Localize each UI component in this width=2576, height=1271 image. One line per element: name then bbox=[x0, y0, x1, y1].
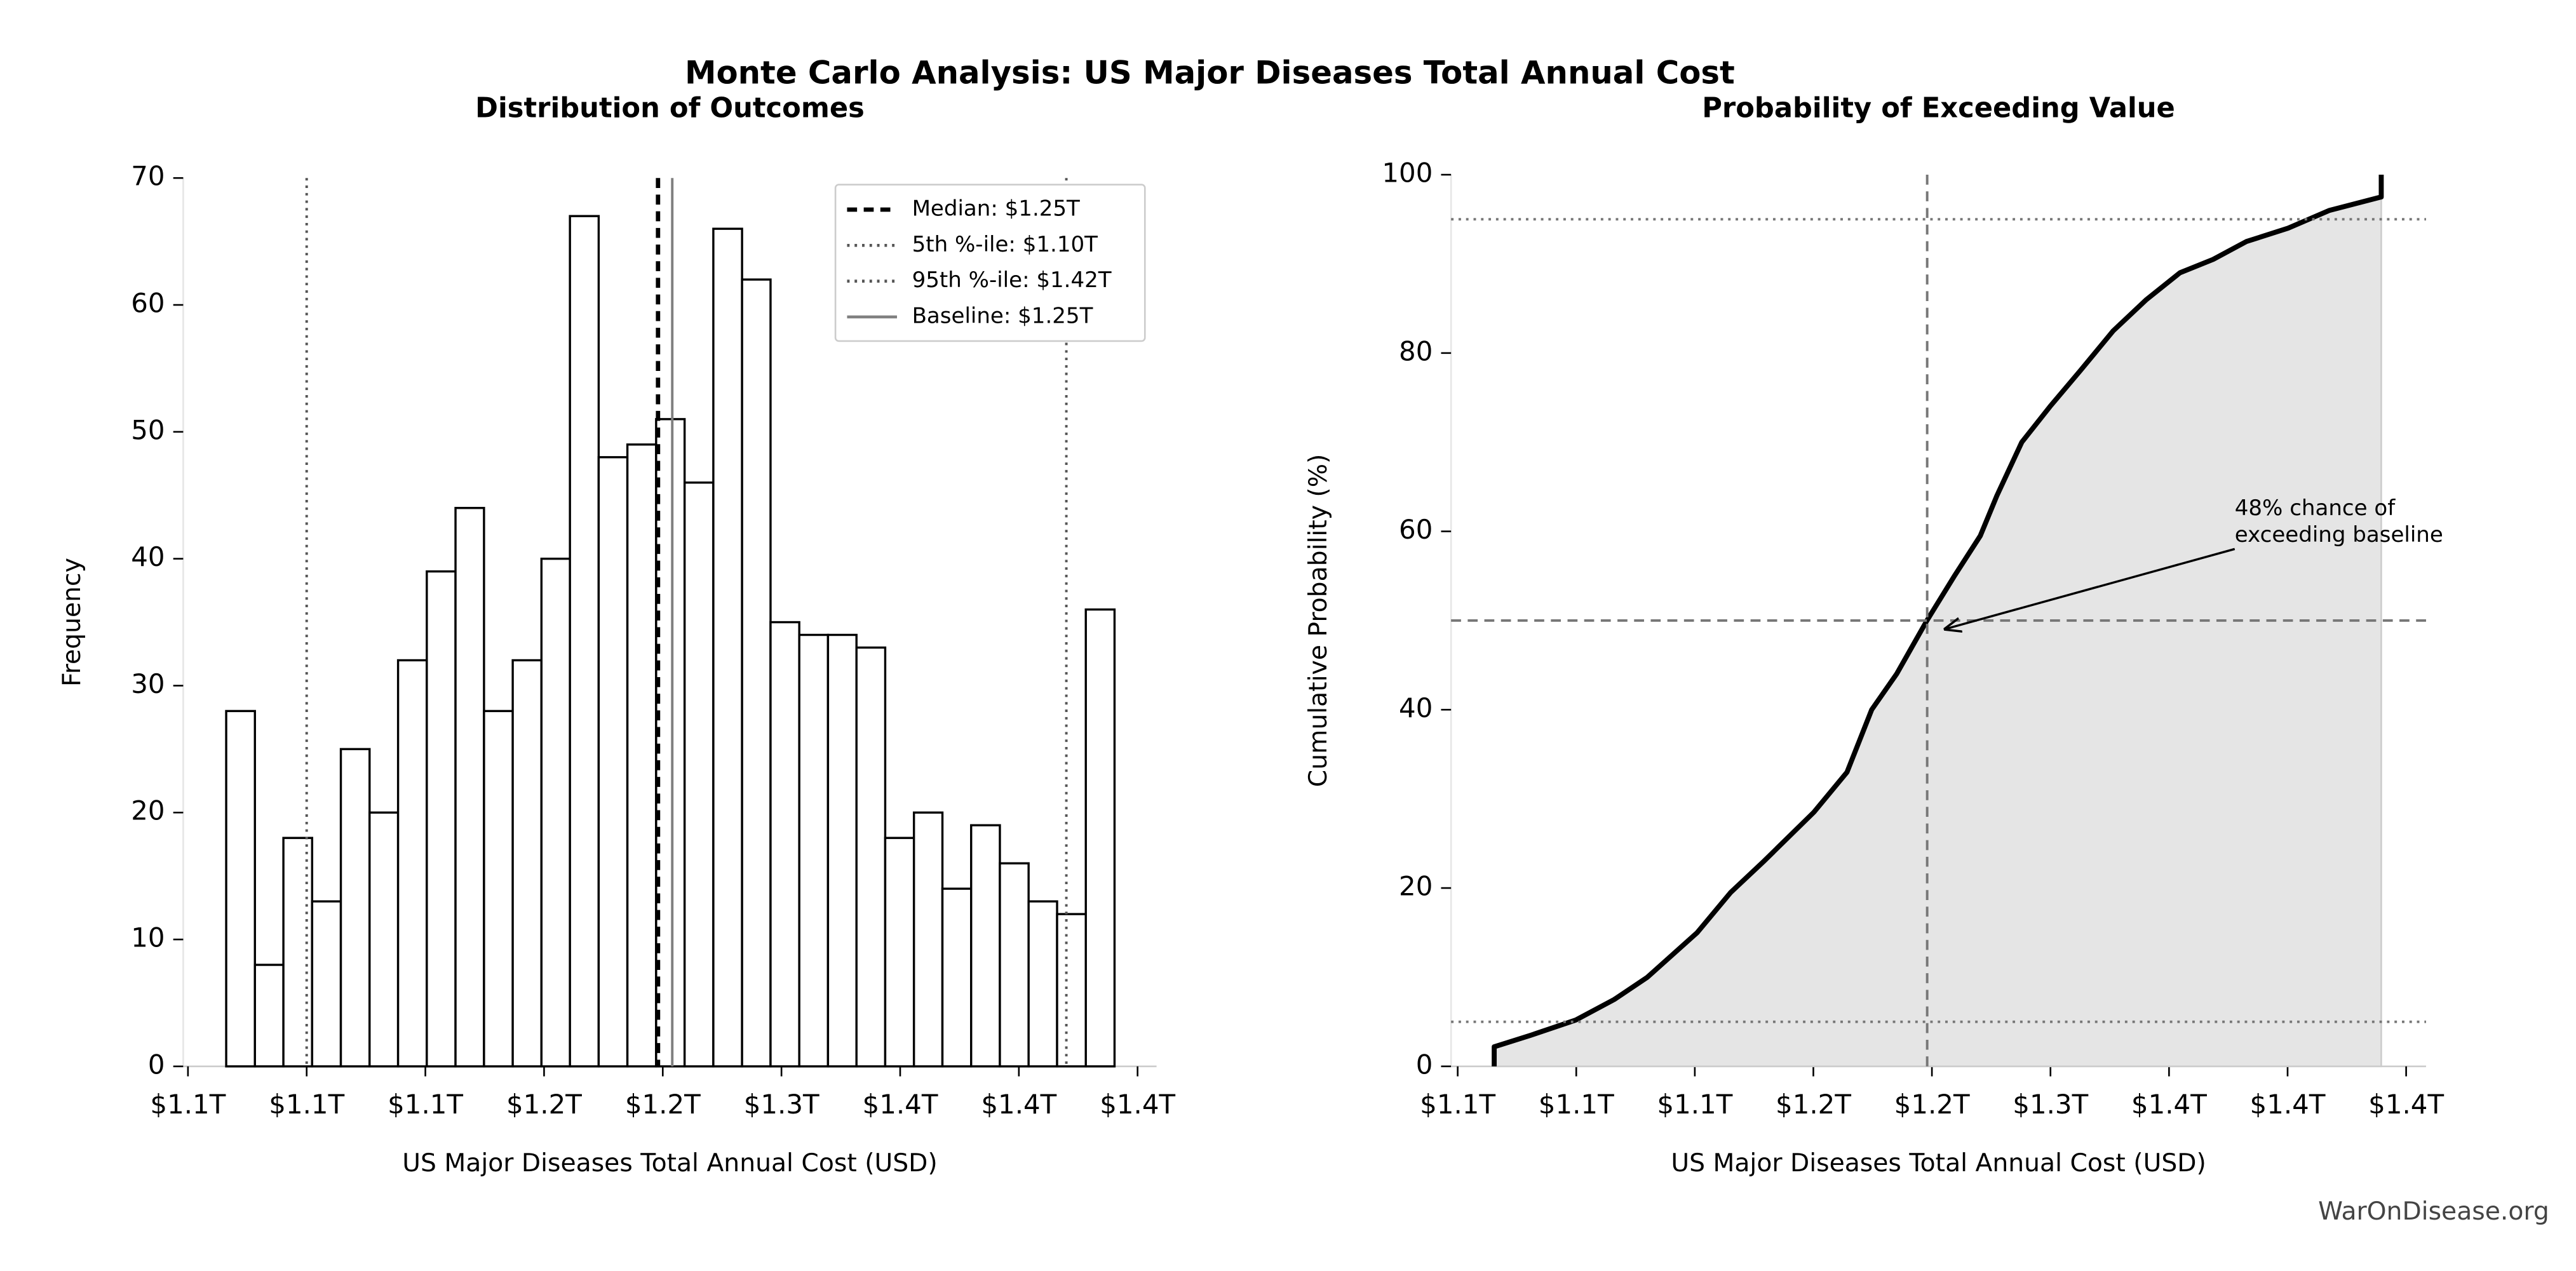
histogram-bar bbox=[683, 481, 715, 1068]
histogram-bar bbox=[225, 709, 256, 1068]
histogram-bar bbox=[1084, 608, 1116, 1068]
histogram-bar bbox=[798, 633, 830, 1068]
histogram-bar bbox=[826, 633, 858, 1068]
legend-box bbox=[834, 184, 1146, 342]
histogram-bar bbox=[396, 659, 428, 1068]
x-tick-label: $1.4T bbox=[2250, 1089, 2326, 1120]
y-tick-label: 0 bbox=[1416, 1049, 1433, 1080]
histogram-bar bbox=[884, 837, 915, 1068]
histogram-bar bbox=[426, 570, 457, 1068]
x-tick-label: $1.2T bbox=[1776, 1089, 1851, 1120]
watermark: WarOnDisease.org bbox=[2318, 1197, 2549, 1226]
histogram-bar bbox=[912, 811, 944, 1068]
y-axis-label: Cumulative Probability (%) bbox=[1304, 454, 1333, 788]
y-axis-label: Frequency bbox=[58, 558, 86, 687]
cumulative-line bbox=[1492, 175, 2384, 1066]
x-tick-label: $1.1T bbox=[1539, 1089, 1614, 1120]
legend-label: Baseline: $1.25T bbox=[912, 303, 1093, 328]
x-tick-label: $1.1T bbox=[269, 1089, 344, 1120]
y-tick-label: 40 bbox=[131, 541, 165, 572]
y-tick-label: 40 bbox=[1399, 692, 1433, 723]
annotation-text: exceeding baseline bbox=[2235, 522, 2443, 548]
histogram-bar bbox=[1027, 900, 1058, 1068]
legend-label: Median: $1.25T bbox=[912, 196, 1080, 222]
x-tick-label: $1.2T bbox=[625, 1089, 701, 1120]
x-tick-label: $1.4T bbox=[981, 1089, 1056, 1120]
y-tick-label: 100 bbox=[1382, 158, 1433, 189]
y-tick-label: 50 bbox=[131, 414, 165, 445]
y-tick-label: 10 bbox=[131, 922, 165, 953]
histogram-bar bbox=[311, 900, 342, 1068]
histogram-bar bbox=[1056, 913, 1087, 1068]
legend-label: 95th %-ile: $1.42T bbox=[912, 267, 1112, 293]
x-axis-label: US Major Diseases Total Annual Cost (USD… bbox=[1671, 1149, 2206, 1178]
histogram-bar bbox=[597, 456, 629, 1068]
y-tick-label: 20 bbox=[131, 795, 165, 826]
histogram-bar bbox=[970, 824, 1001, 1068]
histogram-bar bbox=[741, 278, 772, 1068]
y-tick-label: 60 bbox=[1399, 514, 1433, 545]
histogram-bar bbox=[569, 215, 600, 1068]
histogram-bar bbox=[511, 659, 543, 1068]
histogram-bar bbox=[253, 964, 285, 1068]
subplot-title: Distribution of Outcomes bbox=[475, 92, 865, 124]
histogram-bar bbox=[454, 507, 485, 1068]
annotation-arrow bbox=[1944, 548, 2235, 629]
y-tick-label: 0 bbox=[148, 1049, 165, 1080]
x-tick-label: $1.3T bbox=[744, 1089, 819, 1120]
y-tick-label: 30 bbox=[131, 668, 165, 699]
x-tick-label: $1.2T bbox=[1894, 1089, 1970, 1120]
subplot-title: Probability of Exceeding Value bbox=[1702, 92, 2175, 124]
histogram-bar bbox=[626, 443, 657, 1068]
histogram-bar bbox=[655, 418, 686, 1068]
histogram-bar bbox=[855, 646, 887, 1068]
histogram-bar bbox=[339, 748, 371, 1068]
x-tick-label: $1.4T bbox=[1100, 1089, 1175, 1120]
y-tick-label: 80 bbox=[1399, 335, 1433, 367]
annotation-text: 48% chance of bbox=[2235, 495, 2396, 521]
y-tick-label: 20 bbox=[1399, 871, 1433, 902]
legend-label: 5th %-ile: $1.10T bbox=[912, 232, 1098, 257]
x-tick-label: $1.1T bbox=[1420, 1089, 1495, 1120]
histogram-bar bbox=[712, 227, 743, 1068]
x-tick-label: $1.2T bbox=[506, 1089, 582, 1120]
x-tick-label: $1.4T bbox=[2368, 1089, 2444, 1120]
x-axis-label: US Major Diseases Total Annual Cost (USD… bbox=[402, 1149, 937, 1178]
histogram-bar bbox=[941, 887, 973, 1068]
histogram-bar bbox=[368, 811, 400, 1068]
x-tick-label: $1.1T bbox=[150, 1089, 226, 1120]
y-tick-label: 60 bbox=[131, 288, 165, 319]
x-tick-label: $1.1T bbox=[1657, 1089, 1732, 1120]
histogram-bar bbox=[540, 557, 571, 1068]
x-tick-label: $1.4T bbox=[863, 1089, 938, 1120]
y-tick-label: 70 bbox=[131, 161, 165, 192]
x-tick-label: $1.4T bbox=[2131, 1089, 2207, 1120]
figure-title: Monte Carlo Analysis: US Major Diseases … bbox=[685, 54, 1735, 91]
x-tick-label: $1.3T bbox=[2013, 1089, 2088, 1120]
histogram-bar bbox=[769, 621, 800, 1068]
histogram-bar bbox=[999, 862, 1030, 1068]
x-tick-label: $1.1T bbox=[388, 1089, 463, 1120]
histogram-bar bbox=[483, 709, 514, 1068]
